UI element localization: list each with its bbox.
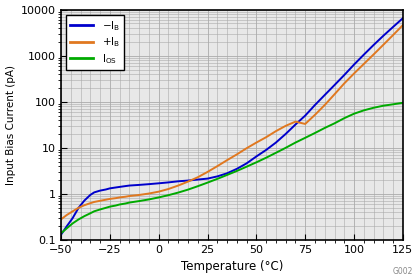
Text: G002: G002 (392, 267, 413, 276)
Legend: $\mathregular{-I_B}$, $\mathregular{+I_B}$, $\mathregular{I_{OS}}$: $\mathregular{-I_B}$, $\mathregular{+I_B… (66, 15, 124, 70)
Y-axis label: Input Bias Current (pA): Input Bias Current (pA) (5, 65, 16, 185)
X-axis label: Temperature (°C): Temperature (°C) (181, 260, 283, 273)
